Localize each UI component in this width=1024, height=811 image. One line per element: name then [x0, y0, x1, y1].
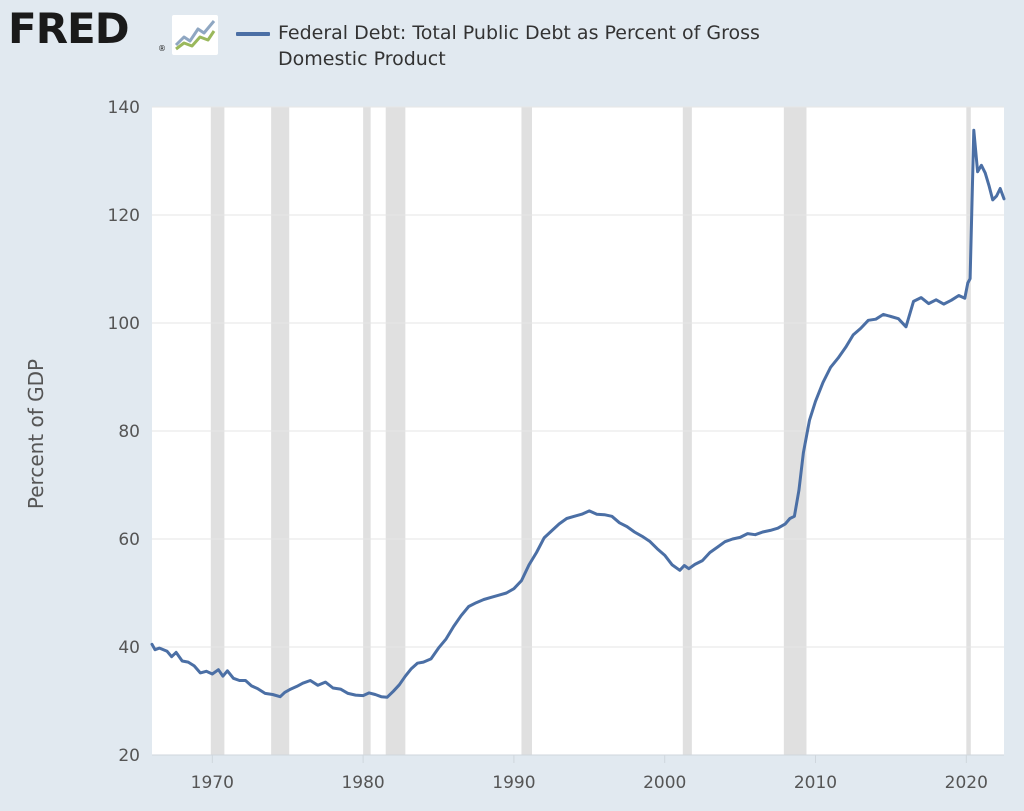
- y-tick-label-80: 80: [118, 422, 140, 442]
- y-tick-label-140: 140: [108, 98, 140, 118]
- fred-logo[interactable]: FRED: [8, 4, 130, 53]
- gridlines: [152, 106, 1004, 756]
- x-tick-label-2020: 2020: [945, 773, 988, 793]
- legend-label[interactable]: Federal Debt: Total Public Debt as Perce…: [278, 22, 760, 70]
- x-tick-label-1970: 1970: [191, 773, 234, 793]
- y-tick-label-20: 20: [118, 746, 140, 766]
- fred-chart-icon[interactable]: [172, 15, 218, 55]
- y-tick-label-40: 40: [118, 638, 140, 658]
- x-tick-label-1980: 1980: [341, 773, 384, 793]
- y-tick-label-120: 120: [108, 206, 140, 226]
- x-tick-label-2010: 2010: [794, 773, 837, 793]
- series: [150, 128, 1006, 699]
- header: FRED ® Federal Debt: Total Public Debt a…: [0, 0, 1024, 90]
- x-tick-label-1990: 1990: [492, 773, 535, 793]
- y-tick-label-60: 60: [118, 530, 140, 550]
- x-axis-ticks: 1970 1980 1990 2000 2010 2020: [191, 755, 988, 793]
- y-axis-ticks: 20 40 60 80 100 120 140: [108, 98, 140, 766]
- series-line-0: [150, 128, 1006, 699]
- y-tick-label-100: 100: [108, 314, 140, 334]
- registered-mark: ®: [158, 44, 166, 53]
- x-tick-label-2000: 2000: [643, 773, 686, 793]
- legend-swatch: [236, 32, 270, 36]
